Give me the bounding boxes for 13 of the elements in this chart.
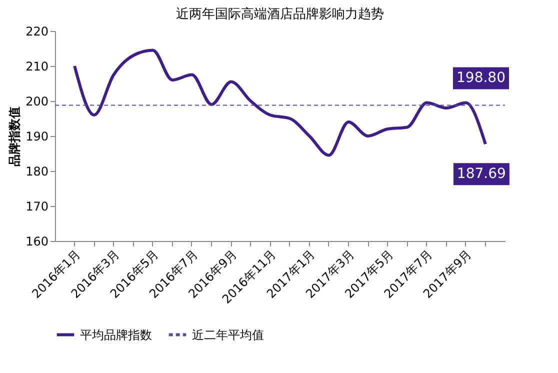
y-tick-label: 220 <box>26 24 48 38</box>
y-tick-label: 210 <box>26 60 48 74</box>
y-tick-label: 160 <box>26 234 48 248</box>
chart-title: 近两年国际高端酒店品牌影响力趋势 <box>176 6 384 22</box>
y-tick-label: 180 <box>26 164 48 178</box>
y-tick-label: 170 <box>26 200 48 214</box>
legend-label: 近二年平均值 <box>192 328 264 342</box>
data-label: 187.69 <box>456 166 506 182</box>
y-tick-label: 200 <box>26 94 48 108</box>
y-axis-title: 品牌指数值 <box>8 106 22 166</box>
annotation: 198.80 <box>456 70 506 86</box>
y-tick-label: 190 <box>26 130 48 144</box>
legend-label: 平均品牌指数 <box>80 328 152 342</box>
